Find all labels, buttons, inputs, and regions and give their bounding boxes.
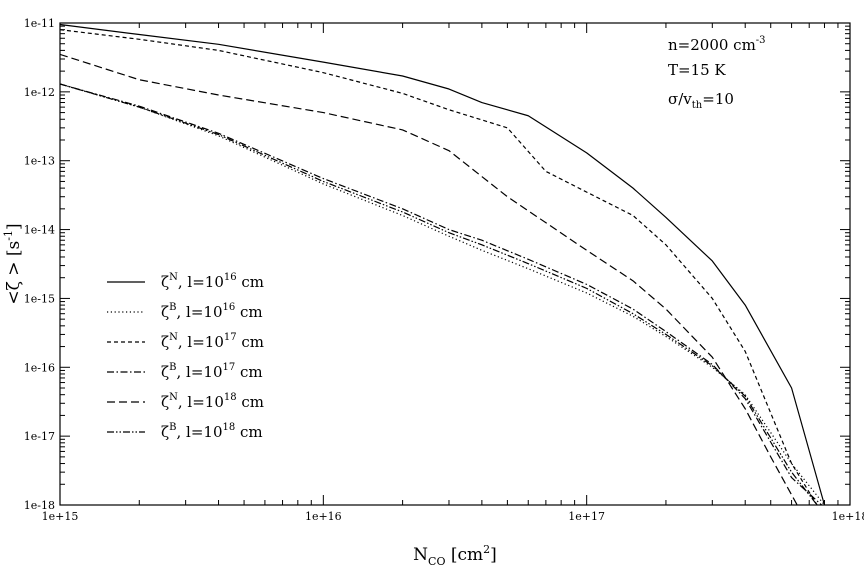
y-tick-label: 1e-13	[24, 155, 55, 168]
x-tick-label: 1e+17	[568, 510, 605, 523]
legend-label-1: ζN, l=1016 cm	[161, 272, 264, 291]
legend-label-6: ζB, l=1018 cm	[161, 422, 263, 441]
y-tick-label: 1e-18	[24, 499, 55, 512]
x-tick-label: 1e+18	[832, 510, 864, 523]
legend-label-2: ζB, l=1016 cm	[161, 302, 263, 321]
legend: ζN, l=1016 cm ζB, l=1016 cm ζN, l=1017 cm ζ…	[107, 272, 264, 441]
temperature-annotation: T=15 K	[668, 61, 726, 79]
turbulence-annotation: σ/vth=10	[668, 90, 734, 111]
x-tick-label: 1e+15	[42, 510, 79, 523]
x-tick-label: 1e+16	[305, 510, 342, 523]
plot-frame	[59, 22, 851, 506]
series-line-2	[60, 83, 825, 505]
legend-label-4: ζB, l=1017 cm	[161, 362, 263, 381]
y-axis-label: <ζ > [s-1]	[2, 223, 24, 304]
y-tick-label: 1e-17	[24, 430, 55, 443]
y-tick-label: 1e-14	[24, 224, 55, 237]
y-tick-label: 1e-12	[24, 86, 55, 99]
legend-label-5: ζN, l=1018 cm	[161, 392, 264, 411]
series-lines	[60, 23, 826, 505]
y-tick-label: 1e-11	[24, 17, 55, 30]
y-tick-label: 1e-16	[24, 361, 55, 374]
legend-label-3: ζN, l=1017 cm	[161, 332, 264, 351]
series-line-3	[60, 29, 818, 505]
series-line-6	[60, 83, 818, 505]
density-annotation: n=2000 cm-3	[668, 35, 766, 54]
axis-ticks: 1e+15 1e+16 1e+17 1e+18 1e-11 1e-12 1e-13 1e-14…	[24, 17, 864, 523]
y-tick-label: 1e-15	[24, 292, 55, 305]
series-line-5	[60, 53, 798, 505]
series-line-1	[60, 23, 826, 505]
x-axis-label: NCO [cm2]	[413, 543, 497, 568]
parameter-annotations: n=2000 cm-3 T=15 K σ/vth=10	[668, 35, 766, 111]
series-line-4	[60, 83, 822, 505]
